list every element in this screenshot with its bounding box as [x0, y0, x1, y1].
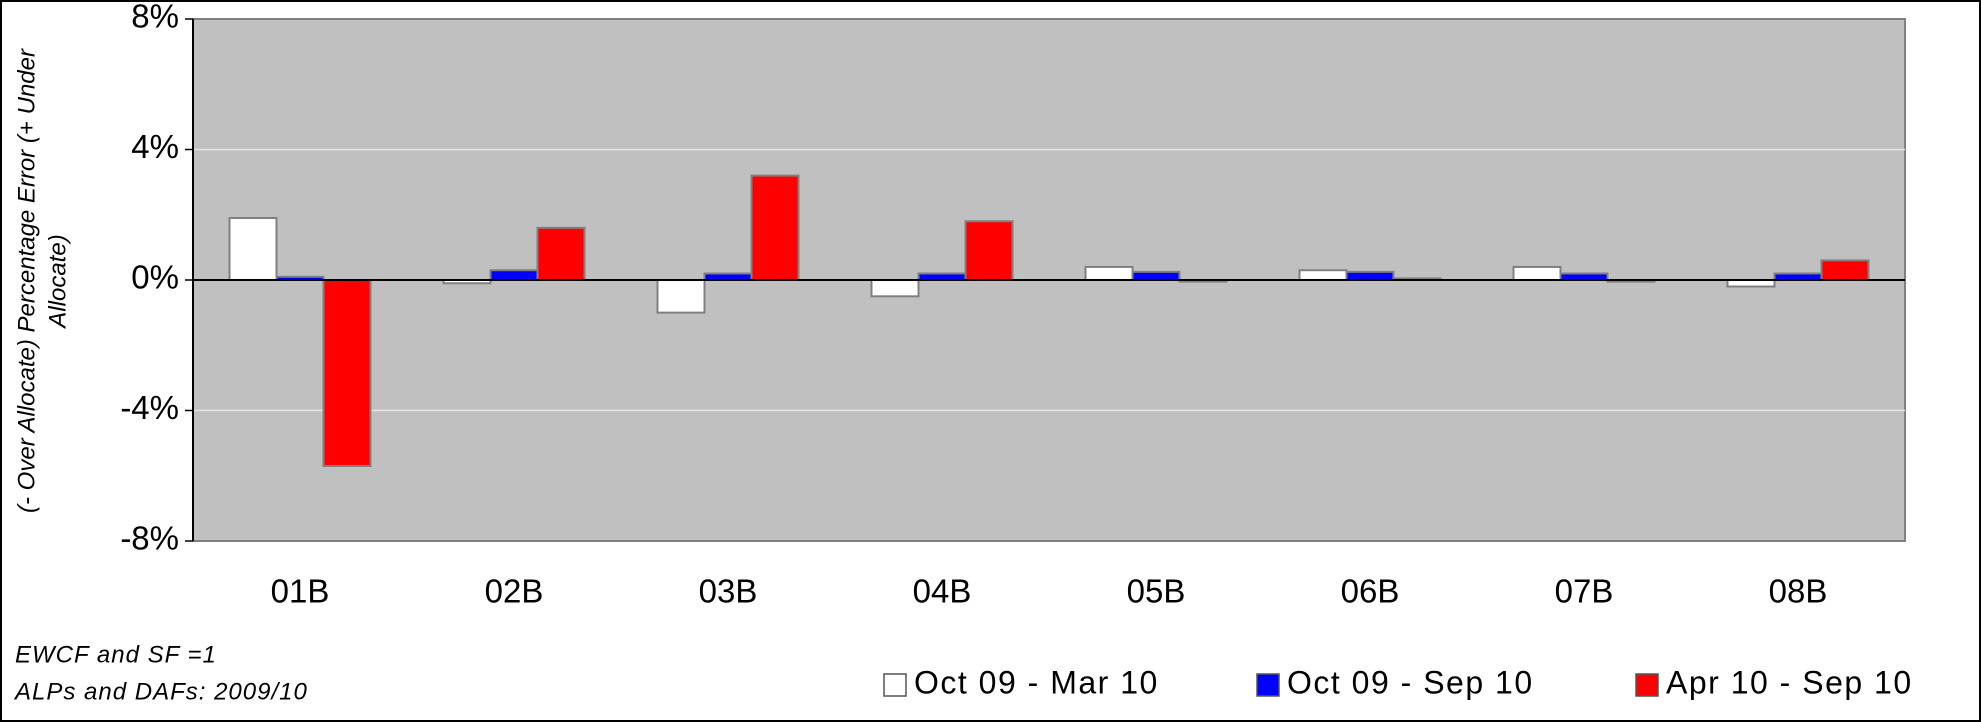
legend-swatch	[1635, 673, 1659, 697]
bar	[228, 217, 278, 281]
bar	[489, 269, 539, 281]
y-tick-label: -4%	[120, 389, 179, 426]
bar	[1298, 269, 1348, 281]
x-tick-label: 04B	[913, 573, 972, 610]
y-axis-title-line: Allocate)	[44, 234, 71, 329]
legend-label: Oct 09 - Sep 10	[1287, 664, 1534, 700]
y-tick-label: -8%	[120, 520, 179, 557]
bar	[870, 279, 920, 298]
y-axis-title-line: (- Over Allocate) Percentage Error (+ Un…	[13, 48, 40, 513]
bar	[536, 226, 586, 282]
bar	[750, 174, 800, 282]
bar	[1345, 270, 1395, 281]
bar	[1131, 270, 1181, 281]
note: EWCF and SF =1	[15, 641, 217, 668]
y-tick-label: 0%	[131, 259, 179, 296]
x-tick-label: 06B	[1341, 573, 1400, 610]
bar	[964, 220, 1014, 281]
x-tick-label: 07B	[1555, 573, 1614, 610]
legend-label: Apr 10 - Sep 10	[1666, 664, 1913, 700]
bar	[656, 279, 706, 314]
legend-label: Oct 09 - Mar 10	[914, 664, 1159, 700]
x-tick-label: 08B	[1769, 573, 1828, 610]
bar	[1084, 265, 1134, 282]
y-tick-label: 8%	[131, 0, 179, 35]
x-tick-label: 02B	[485, 573, 544, 610]
bar	[1512, 265, 1562, 282]
legend-swatch	[883, 673, 907, 697]
y-axis-title: (- Over Allocate) Percentage Error (+ Un…	[13, 48, 71, 513]
x-tick-label: 05B	[1127, 573, 1186, 610]
x-tick-label: 03B	[699, 573, 758, 610]
bar	[1820, 259, 1870, 281]
y-tick-label: 4%	[131, 128, 179, 165]
bar	[322, 279, 372, 467]
legend-swatch	[1256, 673, 1280, 697]
note: ALPs and DAFs: 2009/10	[13, 678, 308, 705]
x-tick-label: 01B	[271, 573, 330, 610]
